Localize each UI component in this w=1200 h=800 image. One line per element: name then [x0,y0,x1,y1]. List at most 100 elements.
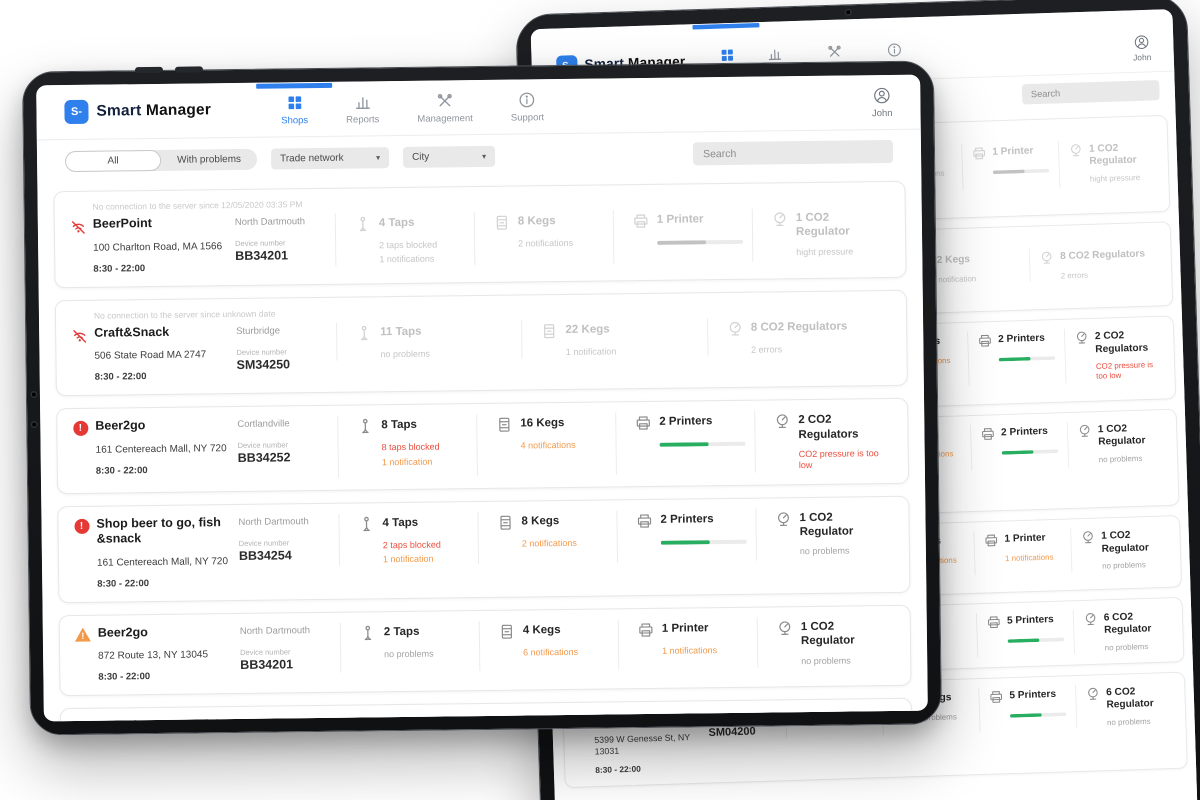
co2-gauge-icon [1080,529,1096,545]
shop-info: Beer2go 161 Centereach Mall, NY 720 8:30… [95,416,338,476]
camera-dot [846,10,851,15]
main-nav: Shops Reports Management Support [281,89,544,126]
co2-column: 2 CO2 Regulators CO2 pressure is too low [754,409,894,473]
shop-card[interactable]: Beer2go 872 Route 13, NY 13045 8:30 - 22… [58,604,912,697]
main-nav: Shops Reports Management Support [715,40,910,76]
keg-icon [540,322,558,340]
nav-label: Support [510,112,545,124]
printer-progress [660,539,747,545]
kegs-status: 1 notification [565,345,617,357]
co2-status: no problems [799,545,850,557]
nav-label: Management [417,113,473,125]
shop-card[interactable]: Shop beer to go, fish &snack [59,698,913,722]
kegs-column: 16 Kegs 4 notifications [476,412,616,476]
printers-count: 2 Printers [1000,425,1048,438]
printers-status: 1 notifications [662,644,718,656]
shop-address: 161 Centereach Mall, NY 720 [95,442,227,456]
co2-status: no problems [801,655,851,666]
nav-reports[interactable]: Reports [760,44,790,75]
chevron-down-icon: ▾ [375,153,381,163]
search-input[interactable] [692,139,894,166]
kegs-column: 8 Kegs 2 notifications [473,210,614,265]
device-number: BB34252 [237,450,291,466]
logo-icon: S- [64,99,89,125]
kegs-count: 22 Kegs [930,253,971,266]
shop-info: Craft&Snack 506 State Road MA 2747 8:30 … [94,322,337,383]
kegs-count: 4 Kegs [522,623,561,637]
shop-name: Shop beer to go, fish &snack [99,717,231,722]
printers-count: 2 Printers [660,512,714,526]
shop-address: 5399 W Genesse St, NY 13031 [594,733,691,758]
printers-count: 2 Printers [659,415,713,429]
shop-card[interactable]: No connection to the server since 12/05/… [53,180,907,288]
filter-all-button[interactable]: All [64,149,162,173]
co2-column: 1 CO2 Regulator hight pressure [751,206,892,262]
filter-problems-button[interactable]: With problems [161,149,257,171]
device-number-label: Device number [236,347,287,357]
front-tablet: S- Smart Manager Shops Reports [21,60,943,736]
user-name: John [1133,52,1152,64]
shop-city: North Dartmouth [238,515,309,528]
shop-name: BeerPoint [92,216,152,231]
device-number-label: Device number [237,440,289,451]
nav-support[interactable]: Support [510,89,545,124]
co2-status: no problems [1104,641,1149,652]
error-icon [72,421,88,437]
user-menu[interactable]: John [872,85,893,119]
printers-count: 1 Printer [656,213,704,226]
city-dropdown[interactable]: City ▾ [402,145,496,168]
co2-status: 2 errors [751,343,783,355]
co2-count: 2 CO2 Regulators [798,413,859,441]
shop-name: Beer2go [95,418,146,433]
shop-city: Cortlandville [237,418,290,431]
user-icon [1133,33,1151,51]
printer-icon [980,426,996,442]
co2-column: 1 CO2 Regulator no problems [756,615,897,668]
printers-count: 5 Printers [1006,613,1054,626]
co2-gauge-icon [774,510,792,528]
shop-card[interactable]: No connection to the server since unknow… [54,289,908,397]
logo-text: Smart Manager [96,101,212,120]
printer-icon [635,511,653,529]
printers-column: 5 Printers [975,609,1075,657]
kegs-column: 22 Kegs 1 notification [521,317,708,359]
printer-icon [977,333,993,349]
taps-count: 4 Taps [382,516,419,529]
wifi-off-icon [71,327,88,344]
taps-column: 11 Taps no problems [336,320,522,361]
support-icon [886,40,904,58]
dropdown-label: Trade network [279,152,344,165]
search-input[interactable] [1021,79,1160,105]
nav-shops[interactable]: Shops [715,46,739,76]
shop-address: 872 Route 13, NY 13045 [98,649,209,663]
co2-status: CO2 pressure is too low [798,448,879,471]
shop-hours: 8:30 - 22:00 [98,671,151,684]
nav-support[interactable]: Support [880,40,910,71]
co2-gauge-icon [1074,330,1090,346]
shop-card[interactable]: Beer2go 161 Centereach Mall, NY 720 8:30… [56,398,910,494]
shop-card[interactable]: Shop beer to go, fish &snack 161 Centere… [57,495,911,603]
device-number: SM34250 [236,356,291,372]
trade-network-dropdown[interactable]: Trade network ▾ [270,147,390,170]
app-header: S- Smart Manager Shops Reports [531,23,1177,92]
co2-count: 6 CO2 Regulator [1103,611,1152,636]
printers-count: 1 Printer [992,145,1034,158]
printers-column: 1 Printer [961,141,1060,191]
nav-reports[interactable]: Reports [346,91,379,126]
nav-shops[interactable]: Shops [281,92,308,126]
device-number-label: Device number [238,537,290,548]
co2-status: no problems [1098,453,1143,464]
nav-management[interactable]: Management [417,90,473,125]
reports-icon [352,91,372,111]
printer-progress [1007,637,1064,643]
printers-column: 5 Printers [978,684,1077,732]
taps-count: 2 Taps [383,625,420,638]
error-icon [73,518,90,534]
chevron-down-icon: ▾ [481,151,487,161]
user-menu[interactable]: John [1132,33,1151,63]
logo: S- Smart Manager [64,98,212,125]
dropdown-label: City [411,151,430,163]
taps-status: 1 notification [381,456,433,467]
taps-column: 4 Taps 2 taps blocked 1 notification [338,511,479,566]
nav-management[interactable]: Management [810,42,860,73]
